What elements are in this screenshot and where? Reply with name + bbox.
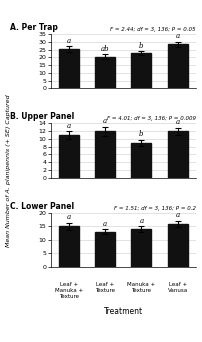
Bar xyxy=(168,224,188,267)
Text: Leaf +
Manuka +
Texture: Leaf + Manuka + Texture xyxy=(55,282,83,299)
Text: Treatment: Treatment xyxy=(104,307,143,316)
Text: b: b xyxy=(139,130,144,138)
Text: a: a xyxy=(176,211,180,220)
Text: A. Per Trap: A. Per Trap xyxy=(10,23,58,32)
Text: F = 2.44; df = 3, 136; P = 0.05: F = 2.44; df = 3, 136; P = 0.05 xyxy=(110,27,196,32)
Text: a: a xyxy=(67,122,71,130)
Text: a: a xyxy=(176,118,180,126)
Bar xyxy=(59,135,79,177)
Text: Leaf +
Vanusa: Leaf + Vanusa xyxy=(168,282,188,293)
Bar xyxy=(132,229,152,267)
Bar xyxy=(95,57,115,88)
Text: F = 4.01; df = 3, 136; P = 0.009: F = 4.01; df = 3, 136; P = 0.009 xyxy=(107,116,196,121)
Bar xyxy=(59,49,79,88)
Bar xyxy=(59,226,79,267)
Bar xyxy=(168,44,188,88)
Text: a: a xyxy=(103,117,107,125)
Text: a: a xyxy=(67,37,71,45)
Text: B. Upper Panel: B. Upper Panel xyxy=(10,112,74,121)
Bar xyxy=(95,131,115,177)
Text: a: a xyxy=(139,216,143,225)
Text: C. Lower Panel: C. Lower Panel xyxy=(10,201,74,211)
Text: b: b xyxy=(139,41,144,50)
Bar xyxy=(132,143,152,177)
Text: a: a xyxy=(67,213,71,221)
Text: a: a xyxy=(103,220,107,227)
Text: ab: ab xyxy=(101,45,109,53)
Text: Manuka +
Texture: Manuka + Texture xyxy=(127,282,156,293)
Text: a: a xyxy=(176,32,180,40)
Text: F = 1.51; df = 3, 136; P = 0.2: F = 1.51; df = 3, 136; P = 0.2 xyxy=(114,206,196,211)
Bar xyxy=(168,131,188,177)
Text: Leaf +
Texture: Leaf + Texture xyxy=(95,282,115,293)
Bar xyxy=(95,232,115,267)
Bar xyxy=(132,53,152,88)
Text: Mean Number of A. planipennis (+ SE) Captured: Mean Number of A. planipennis (+ SE) Cap… xyxy=(6,95,11,247)
